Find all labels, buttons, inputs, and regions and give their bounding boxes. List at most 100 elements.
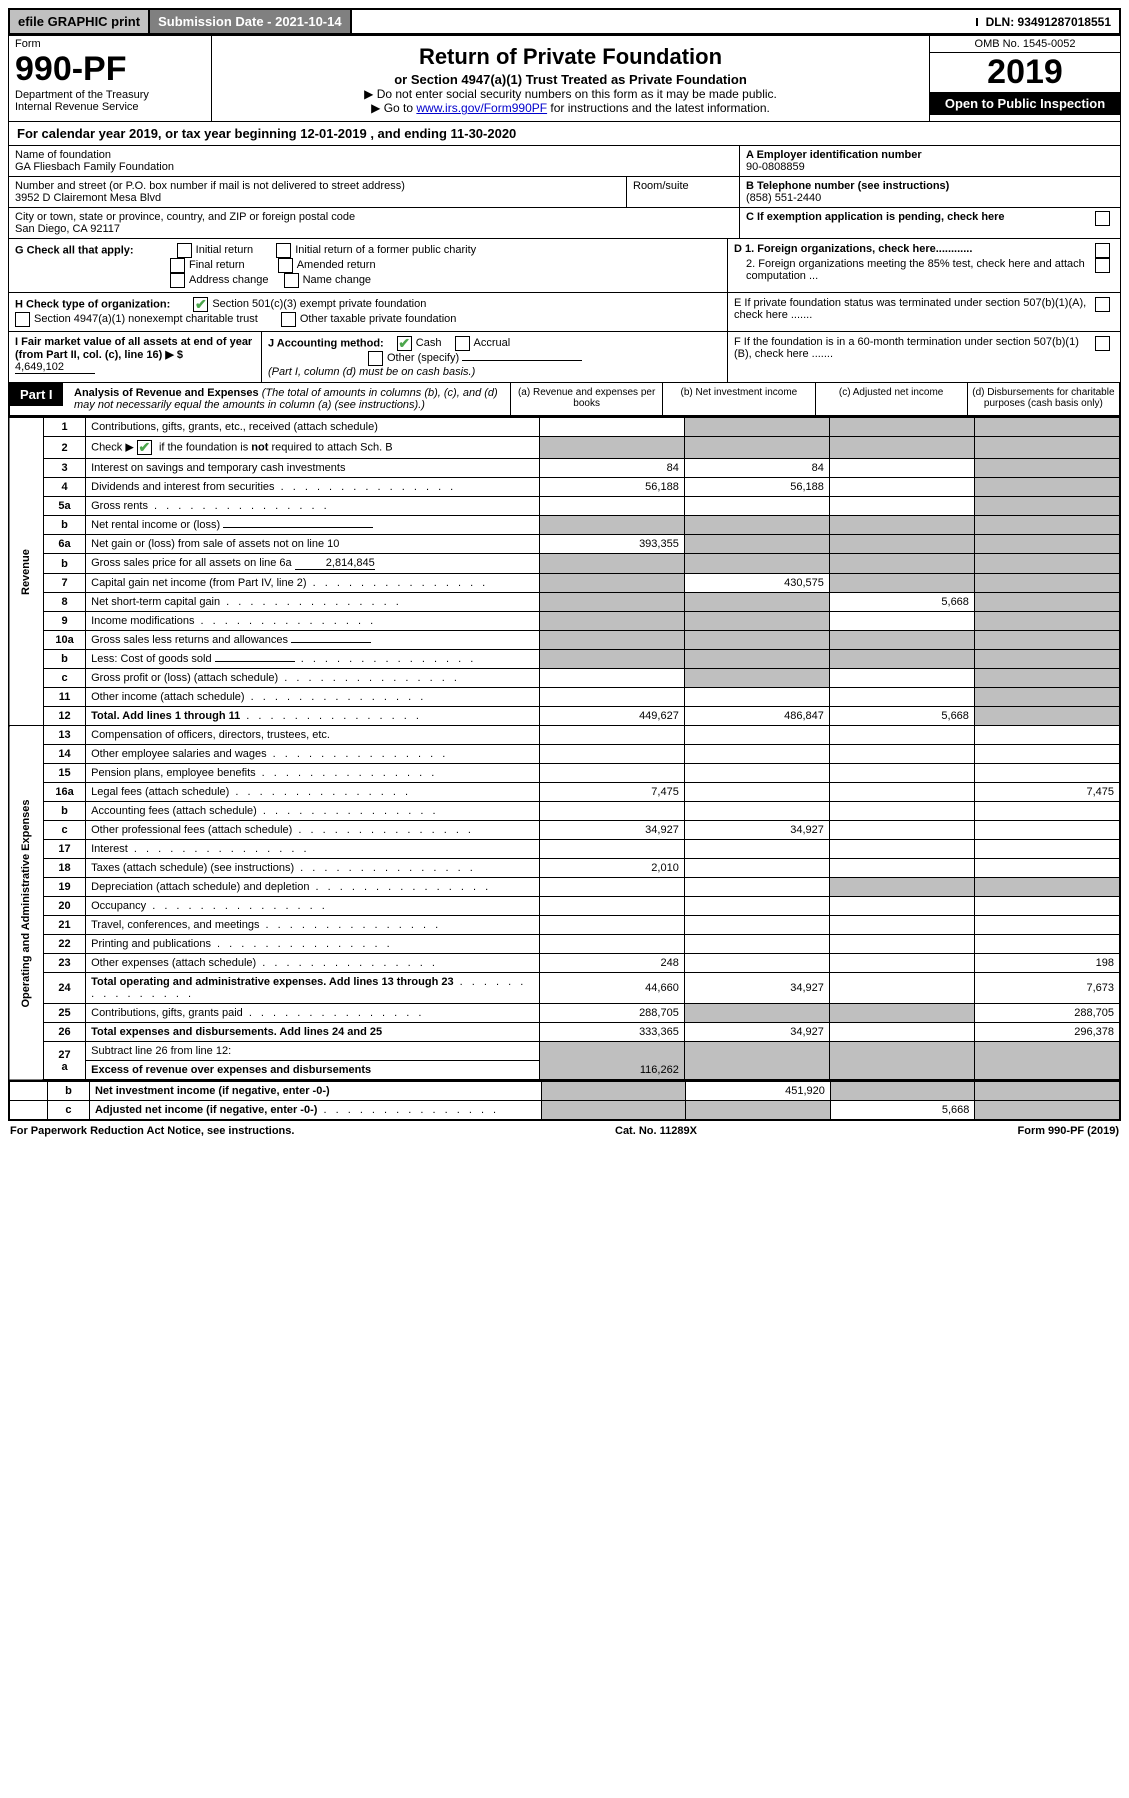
table-row: 16aLegal fees (attach schedule)7,4757,47… bbox=[9, 783, 1120, 802]
tax-year: 2019 bbox=[930, 53, 1120, 92]
name-label: Name of foundation bbox=[15, 149, 733, 161]
j-note: (Part I, column (d) must be on cash basi… bbox=[268, 366, 475, 378]
footer-left: For Paperwork Reduction Act Notice, see … bbox=[10, 1125, 294, 1137]
f-label: F If the foundation is in a 60-month ter… bbox=[734, 336, 1087, 360]
omb-number: OMB No. 1545-0052 bbox=[930, 36, 1120, 53]
phone-label: B Telephone number (see instructions) bbox=[746, 180, 949, 192]
table-row: 18Taxes (attach schedule) (see instructi… bbox=[9, 859, 1120, 878]
form-subtitle: or Section 4947(a)(1) Trust Treated as P… bbox=[218, 72, 923, 87]
form-title: Return of Private Foundation bbox=[218, 44, 923, 70]
e-checkbox[interactable] bbox=[1095, 297, 1110, 312]
foundation-city: San Diego, CA 92117 bbox=[15, 223, 733, 235]
table-row: cGross profit or (loss) (attach schedule… bbox=[9, 669, 1120, 688]
table-row: cAdjusted net income (if negative, enter… bbox=[9, 1101, 1120, 1121]
table-row: bNet rental income or (loss) bbox=[9, 516, 1120, 535]
i-j-f-row: I Fair market value of all assets at end… bbox=[8, 332, 1121, 383]
col-a-header: (a) Revenue and expenses per books bbox=[510, 383, 662, 415]
foundation-name: GA Fliesbach Family Foundation bbox=[15, 161, 733, 173]
col-c-header: (c) Adjusted net income bbox=[815, 383, 967, 415]
g-label: G Check all that apply: bbox=[15, 244, 134, 256]
room-label: Room/suite bbox=[627, 177, 739, 208]
d1-checkbox[interactable] bbox=[1095, 243, 1110, 258]
i-label: I Fair market value of all assets at end… bbox=[15, 336, 252, 361]
table-row: 3Interest on savings and temporary cash … bbox=[9, 459, 1120, 478]
h-label: H Check type of organization: bbox=[15, 298, 170, 310]
j-label: J Accounting method: bbox=[268, 337, 384, 349]
table-row: 14Other employee salaries and wages bbox=[9, 745, 1120, 764]
part1-title: Analysis of Revenue and Expenses bbox=[74, 387, 259, 399]
table-row: 23Other expenses (attach schedule)248198 bbox=[9, 954, 1120, 973]
phone-value: (858) 551-2440 bbox=[746, 192, 821, 204]
top-bar: efile GRAPHIC print Submission Date - 20… bbox=[8, 8, 1121, 35]
form-link[interactable]: www.irs.gov/Form990PF bbox=[416, 101, 547, 115]
table-row: 26Total expenses and disbursements. Add … bbox=[9, 1023, 1120, 1042]
table-row: bGross sales price for all assets on lin… bbox=[9, 554, 1120, 574]
g-name-checkbox[interactable] bbox=[284, 273, 299, 288]
org-info-block: Name of foundation GA Fliesbach Family F… bbox=[8, 146, 1121, 239]
g-final-checkbox[interactable] bbox=[170, 258, 185, 273]
revenue-side-label: Revenue bbox=[9, 418, 43, 726]
table-row: 7Capital gain net income (from Part IV, … bbox=[9, 574, 1120, 593]
footer-right: Form 990-PF (2019) bbox=[1018, 1125, 1119, 1137]
foundation-addr: 3952 D Clairemont Mesa Blvd bbox=[15, 192, 620, 204]
table-row: 6aNet gain or (loss) from sale of assets… bbox=[9, 535, 1120, 554]
city-label: City or town, state or province, country… bbox=[15, 211, 733, 223]
main-table: Revenue 1 Contributions, gifts, grants, … bbox=[8, 417, 1121, 1081]
part1-header: Part I Analysis of Revenue and Expenses … bbox=[8, 383, 1121, 417]
col-d-header: (d) Disbursements for charitable purpose… bbox=[967, 383, 1119, 415]
g-amended-checkbox[interactable] bbox=[278, 258, 293, 273]
col-b-header: (b) Net investment income bbox=[662, 383, 814, 415]
g-d-row: G Check all that apply: Initial return I… bbox=[8, 239, 1121, 293]
table-row: 17Interest bbox=[9, 840, 1120, 859]
footer: For Paperwork Reduction Act Notice, see … bbox=[8, 1121, 1121, 1141]
h-501c3-checkbox[interactable] bbox=[193, 297, 208, 312]
table-row: 19Depreciation (attach schedule) and dep… bbox=[9, 878, 1120, 897]
table-row: 11Other income (attach schedule) bbox=[9, 688, 1120, 707]
e-label: E If private foundation status was termi… bbox=[734, 297, 1087, 321]
dln: DLN: 93491287018551 bbox=[978, 11, 1119, 33]
table-row: 27aSubtract line 26 from line 12:116,262 bbox=[9, 1042, 1120, 1061]
f-checkbox[interactable] bbox=[1095, 336, 1110, 351]
table-row: bNet investment income (if negative, ent… bbox=[9, 1082, 1120, 1101]
footer-mid: Cat. No. 11289X bbox=[615, 1125, 697, 1137]
part1-label: Part I bbox=[10, 383, 63, 406]
table-row: 12Total. Add lines 1 through 11449,62748… bbox=[9, 707, 1120, 726]
h-other-checkbox[interactable] bbox=[281, 312, 296, 327]
main-table-cont: bNet investment income (if negative, ent… bbox=[8, 1081, 1121, 1121]
table-row: Operating and Administrative Expenses 13… bbox=[9, 726, 1120, 745]
j-cash-checkbox[interactable] bbox=[397, 336, 412, 351]
c-checkbox[interactable] bbox=[1095, 211, 1110, 226]
table-row: 9Income modifications bbox=[9, 612, 1120, 631]
c-label: C If exemption application is pending, c… bbox=[746, 211, 1005, 223]
dept-treasury: Department of the Treasury bbox=[15, 89, 205, 101]
calendar-year-line: For calendar year 2019, or tax year begi… bbox=[8, 122, 1121, 146]
table-row: bLess: Cost of goods sold bbox=[9, 650, 1120, 669]
table-row: 4Dividends and interest from securities5… bbox=[9, 478, 1120, 497]
table-row: bAccounting fees (attach schedule) bbox=[9, 802, 1120, 821]
table-row: 8Net short-term capital gain5,668 bbox=[9, 593, 1120, 612]
table-row: 2 Check ▶ if the foundation is not requi… bbox=[9, 437, 1120, 459]
ein-value: 90-0808859 bbox=[746, 161, 805, 173]
form-header: Form 990-PF Department of the Treasury I… bbox=[8, 35, 1121, 122]
d2-checkbox[interactable] bbox=[1095, 258, 1110, 273]
l2-checkbox[interactable] bbox=[137, 440, 152, 455]
j-accrual-checkbox[interactable] bbox=[455, 336, 470, 351]
g-address-checkbox[interactable] bbox=[170, 273, 185, 288]
form-label: Form bbox=[15, 38, 205, 50]
table-row: 5aGross rents bbox=[9, 497, 1120, 516]
d1-label: D 1. Foreign organizations, check here..… bbox=[734, 243, 972, 255]
note-ssn: ▶ Do not enter social security numbers o… bbox=[218, 87, 923, 101]
addr-label: Number and street (or P.O. box number if… bbox=[15, 180, 620, 192]
table-row: 25Contributions, gifts, grants paid288,7… bbox=[9, 1004, 1120, 1023]
submission-date: Submission Date - 2021-10-14 bbox=[150, 10, 352, 33]
table-row: 22Printing and publications bbox=[9, 935, 1120, 954]
j-other-checkbox[interactable] bbox=[368, 351, 383, 366]
g-initial-checkbox[interactable] bbox=[177, 243, 192, 258]
h-4947-checkbox[interactable] bbox=[15, 312, 30, 327]
table-row: Revenue 1 Contributions, gifts, grants, … bbox=[9, 418, 1120, 437]
table-row: 24Total operating and administrative exp… bbox=[9, 973, 1120, 1004]
g-initial-former-checkbox[interactable] bbox=[276, 243, 291, 258]
table-row: cOther professional fees (attach schedul… bbox=[9, 821, 1120, 840]
efile-button[interactable]: efile GRAPHIC print bbox=[10, 10, 150, 33]
form-number: 990-PF bbox=[15, 50, 205, 89]
